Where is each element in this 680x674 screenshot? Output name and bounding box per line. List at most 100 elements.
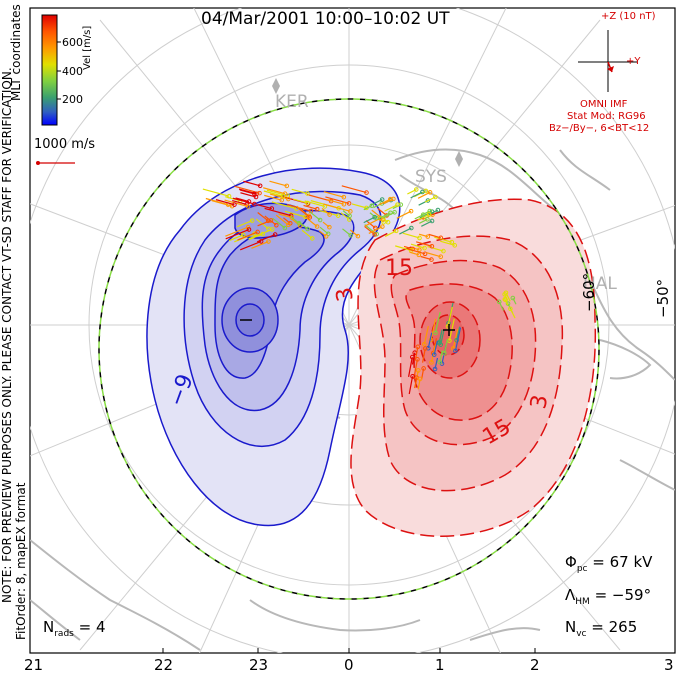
stat-phi-pc: Φpc = 67 kV xyxy=(565,553,652,574)
velocity-vector-origin-45 xyxy=(314,224,320,229)
velocity-vector-origin-68 xyxy=(323,234,329,239)
velocity-vector-124 xyxy=(434,311,441,334)
imf-condition: Bz−/By−, 6<BT<12 xyxy=(549,123,650,134)
stat-phi-symbol: Φ xyxy=(565,553,577,571)
velocity-vector-144 xyxy=(408,376,414,395)
velocity-vector-160 xyxy=(237,231,258,241)
contour-label-15a: 15 xyxy=(385,256,413,281)
imf-source: OMNI IMF xyxy=(580,99,628,110)
velocity-vector-origin-39 xyxy=(252,201,257,207)
velocity-vector-13 xyxy=(304,200,326,208)
velocity-vector-origin-53 xyxy=(309,236,315,241)
imf-clock-dial xyxy=(578,30,637,92)
velocity-vector-30 xyxy=(264,194,282,201)
velocity-vector-origin-64 xyxy=(347,213,352,219)
station-label-ker: KER xyxy=(275,92,309,112)
velocity-vector-origin-96 xyxy=(388,210,393,216)
velocity-vector-origin-73 xyxy=(380,224,385,229)
velocity-vector-origin-15 xyxy=(341,194,347,200)
velocity-vector-4 xyxy=(263,187,286,195)
velocity-vector-origin-19 xyxy=(364,190,369,195)
velocity-vector-origin-31 xyxy=(341,201,347,207)
velocity-vector-origin-99 xyxy=(413,187,419,192)
velocity-vector-origin-56 xyxy=(297,223,303,229)
velocity-vector-58 xyxy=(272,217,286,229)
velocity-vector-origin-110 xyxy=(422,245,427,251)
velocity-vector-origin-30 xyxy=(279,197,285,203)
mlt-tick-23: 23 xyxy=(249,656,269,674)
velocity-vector-origin-27 xyxy=(257,183,263,189)
velocity-vector-origin-106 xyxy=(422,251,428,257)
velocity-vector-96 xyxy=(376,212,391,221)
velocity-vector-122 xyxy=(423,326,429,345)
scale-vector-dot xyxy=(36,161,40,165)
velocity-vector-origin-23 xyxy=(252,191,257,197)
velocity-vector-126 xyxy=(440,329,445,345)
potential-maximum-marker xyxy=(443,324,455,336)
velocity-vector-origin-92 xyxy=(420,212,426,217)
velocity-vector-133 xyxy=(433,340,438,355)
velocity-vector-origin-116 xyxy=(432,366,438,372)
velocity-vector-origin-61 xyxy=(296,220,302,226)
mlt-tick-3: 3 xyxy=(664,656,674,674)
mlt-tick-21: 21 xyxy=(24,656,44,674)
velocity-vector-37 xyxy=(351,203,367,209)
velocity-vector-origin-131 xyxy=(453,348,458,354)
velocity-vector-134 xyxy=(443,338,449,354)
velocity-vector-origin-163 xyxy=(268,218,274,223)
velocity-vector-origin-123 xyxy=(454,338,459,343)
velocity-vector-origin-86 xyxy=(429,209,435,214)
velocity-vector-origin-25 xyxy=(348,209,353,214)
velocity-vector-origin-98 xyxy=(429,218,435,224)
velocity-vector-132 xyxy=(427,332,433,349)
velocity-vector-origin-153 xyxy=(272,232,278,237)
velocity-vector-origin-164 xyxy=(258,239,264,244)
velocity-vector-9 xyxy=(240,192,257,198)
velocity-vector-origin-51 xyxy=(381,219,386,225)
velocity-vector-origin-77 xyxy=(420,189,425,195)
velocity-vector-origin-32 xyxy=(305,191,310,196)
colorbar-tick-600: 600 xyxy=(62,36,83,49)
velocity-vector-origin-109 xyxy=(416,252,422,258)
velocity-vector-origin-84 xyxy=(408,208,414,214)
station-label-hal: HAL xyxy=(583,274,617,294)
velocity-vector-origin-78 xyxy=(392,209,397,215)
velocity-vector-origin-118 xyxy=(437,359,443,365)
velocity-vector-111 xyxy=(440,240,455,246)
velocity-vector-origin-126 xyxy=(438,342,444,347)
velocity-vector-157 xyxy=(251,240,269,249)
velocity-vector-origin-108 xyxy=(438,254,444,260)
velocity-vector-33 xyxy=(263,190,284,197)
velocity-vector-origin-12 xyxy=(257,190,262,196)
velocity-vector-153 xyxy=(256,234,276,243)
velocity-vector-origin-81 xyxy=(435,207,441,213)
velocity-vector-10 xyxy=(257,204,272,210)
velocity-vector-38 xyxy=(303,204,318,210)
velocity-vector-31 xyxy=(326,199,345,205)
contour-label-3a: 3 xyxy=(332,285,359,303)
velocity-vector-origin-133 xyxy=(431,352,437,357)
velocity-vector-19 xyxy=(341,185,367,194)
velocity-vector-17 xyxy=(271,201,297,210)
velocity-vector-origin-7 xyxy=(245,204,251,209)
velocity-vectors xyxy=(202,180,517,395)
mlt-tick-0: 0 xyxy=(344,656,354,674)
velocity-vector-152 xyxy=(504,299,509,306)
velocity-vector-106 xyxy=(407,248,426,255)
velocity-vector-123 xyxy=(456,326,461,341)
stat-nvc-value: = 265 xyxy=(591,618,638,636)
imf-stat-model: Stat Mod: RG96 xyxy=(567,111,646,122)
velocity-vector-origin-50 xyxy=(348,233,353,238)
velocity-vector-28 xyxy=(292,198,308,204)
velocity-vector-origin-35 xyxy=(232,202,237,207)
velocity-vector-origin-8 xyxy=(335,213,341,218)
velocity-vector-origin-152 xyxy=(502,297,508,302)
velocity-vector-origin-124 xyxy=(433,330,438,336)
velocity-vector-origin-49 xyxy=(317,217,323,223)
stat-nrads-value: = 4 xyxy=(78,618,106,636)
velocity-vector-110 xyxy=(410,243,425,249)
velocity-vector-origin-36 xyxy=(284,183,290,189)
velocity-vector-origin-85 xyxy=(427,190,433,195)
velocity-vector-130 xyxy=(447,306,453,327)
mlt-tick-1: 1 xyxy=(435,656,445,674)
